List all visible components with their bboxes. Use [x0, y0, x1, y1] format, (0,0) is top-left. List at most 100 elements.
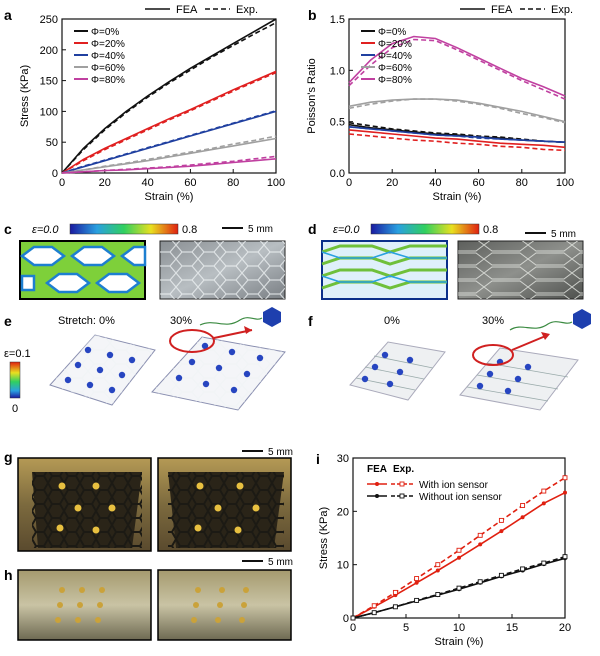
y-tick-label: 100 [40, 106, 58, 118]
x-tick-label: 80 [227, 177, 239, 189]
x-axis-label: Strain (%) [145, 191, 194, 203]
panel-b: b FEA Exp. 0 20 40 60 80 100 0.0 0.5 1.0 1.5 Strai… [306, 4, 574, 203]
panel-g: g 5 mm [4, 447, 293, 552]
zoom-circle-e [169, 329, 215, 353]
y-tick-label: 20 [337, 506, 349, 518]
photo-g-left [17, 457, 152, 552]
series-line-fea [61, 70, 277, 174]
panel-label-g: g [4, 449, 13, 465]
legend-fea-exp-a: FEA Exp. [145, 4, 258, 16]
zoom-circle-f [472, 344, 514, 366]
x-tick-label: 40 [429, 177, 441, 189]
y-axis-label: Poisson's Ratio [306, 58, 318, 133]
data-point-exp [520, 566, 526, 572]
series-line-exp [348, 98, 566, 124]
panel-label-i: i [316, 451, 320, 467]
strain-colorbar-c [69, 223, 179, 235]
fea-strain-map-c [19, 240, 147, 300]
stretched-sample-f [459, 309, 591, 411]
data-point-exp [477, 579, 483, 585]
panel-e: e Stretch: 0% 30% ε=0.1 0 [4, 307, 286, 415]
series-line-exp [61, 71, 277, 174]
legend-entry: Φ=40% [378, 51, 412, 62]
series-line-fea [348, 98, 566, 123]
x-tick-label: 60 [184, 177, 196, 189]
legend-entry: Φ=80% [91, 75, 125, 86]
x-axis-label: Strain (%) [435, 636, 484, 648]
legend-entry: Φ=0% [91, 27, 119, 38]
data-point-exp [371, 603, 377, 609]
legend-entry: Φ=20% [378, 39, 412, 50]
data-point-exp [520, 503, 526, 508]
scale-label-d: 5 mm [551, 229, 576, 240]
series-line-fea [61, 18, 277, 174]
sensor-wire-e [199, 317, 263, 326]
series-line-fea [348, 129, 566, 149]
data-point-exp [435, 562, 441, 568]
data-point-exp [562, 475, 568, 481]
panel-i: i 0 5 10 15 20 0 10 20 30 Strain (%) Stress (KPa) F… [316, 451, 571, 648]
stretch-30-label-e: 30% [170, 315, 192, 327]
legend-entry: Φ=80% [378, 75, 412, 86]
x-tick-label: 20 [386, 177, 398, 189]
photo-sample-c [159, 240, 286, 300]
panel-d: d ε=0.0 0.8 5 mm [308, 221, 584, 300]
data-point-exp [498, 572, 504, 578]
panel-label-f: f [308, 313, 313, 329]
scale-label-g: 5 mm [268, 447, 293, 458]
y-tick-label: 0.5 [330, 117, 345, 129]
zoom-arrow-f [511, 334, 549, 351]
x-tick-label: 100 [556, 177, 574, 189]
data-point-exp [562, 554, 568, 560]
y-tick-label: 250 [40, 14, 58, 26]
legend-head-exp: Exp. [393, 464, 414, 475]
series-line-exp [61, 135, 277, 174]
panel-h: h 5 mm [4, 557, 293, 641]
legend-exp-label: Exp. [551, 4, 573, 16]
data-point-fea [435, 568, 440, 573]
zero-label-e: 0 [12, 403, 18, 415]
series-line-exp [61, 110, 277, 174]
x-tick-label: 0 [350, 622, 356, 634]
scale-label-c: 5 mm [248, 224, 273, 235]
legend-marker-fea [375, 482, 379, 486]
x-tick-label: 0 [59, 177, 65, 189]
series-line-exp [61, 21, 277, 174]
photo-h-left [17, 569, 152, 641]
plot-frame [61, 18, 277, 174]
stretch-30-label-f: 30% [482, 315, 504, 327]
series-line-exp [348, 126, 566, 143]
legend-fea-label: FEA [491, 4, 513, 16]
legend-entry: Φ=0% [378, 27, 406, 38]
hexagon-sensor-e [263, 307, 281, 327]
data-point-exp [541, 488, 547, 494]
chart-a: 0 20 40 60 80 100 0 50 100 150 200 250 Strain (%) Str… [19, 14, 285, 203]
y-tick-label: 50 [46, 137, 58, 149]
legend-head-fea: FEA [367, 464, 387, 475]
fea-strain-map-d [321, 240, 448, 300]
y-tick-label: 0.0 [330, 168, 345, 180]
legend-marker-exp [399, 481, 405, 487]
y-tick-label: 0 [343, 613, 349, 625]
legend-entry: Φ=40% [91, 51, 125, 62]
legend-entry: Φ=20% [91, 39, 125, 50]
scale-label-h: 5 mm [268, 557, 293, 568]
data-point-fea [457, 555, 461, 560]
legend-marker-fea [375, 494, 379, 498]
hexagon-sensor-f [573, 309, 591, 329]
photo-g-right [157, 457, 292, 552]
zoom-arrowhead-e [244, 326, 252, 334]
x-tick-label: 80 [516, 177, 528, 189]
data-point-exp [414, 576, 420, 581]
x-tick-label: 40 [141, 177, 153, 189]
x-tick-label: 100 [267, 177, 285, 189]
chart-b: 0 20 40 60 80 100 0.0 0.5 1.0 1.5 Strain (%) Poisso… [306, 14, 574, 203]
data-point-fea [499, 529, 504, 534]
strain-bar-left-label-c: ε=0.0 [32, 224, 59, 236]
x-tick-label: 5 [403, 622, 409, 634]
panel-c: c ε=0.0 0.8 5 mm [4, 221, 286, 300]
data-point-exp [456, 585, 462, 591]
series-line-exp [348, 133, 566, 152]
x-tick-label: 60 [472, 177, 484, 189]
